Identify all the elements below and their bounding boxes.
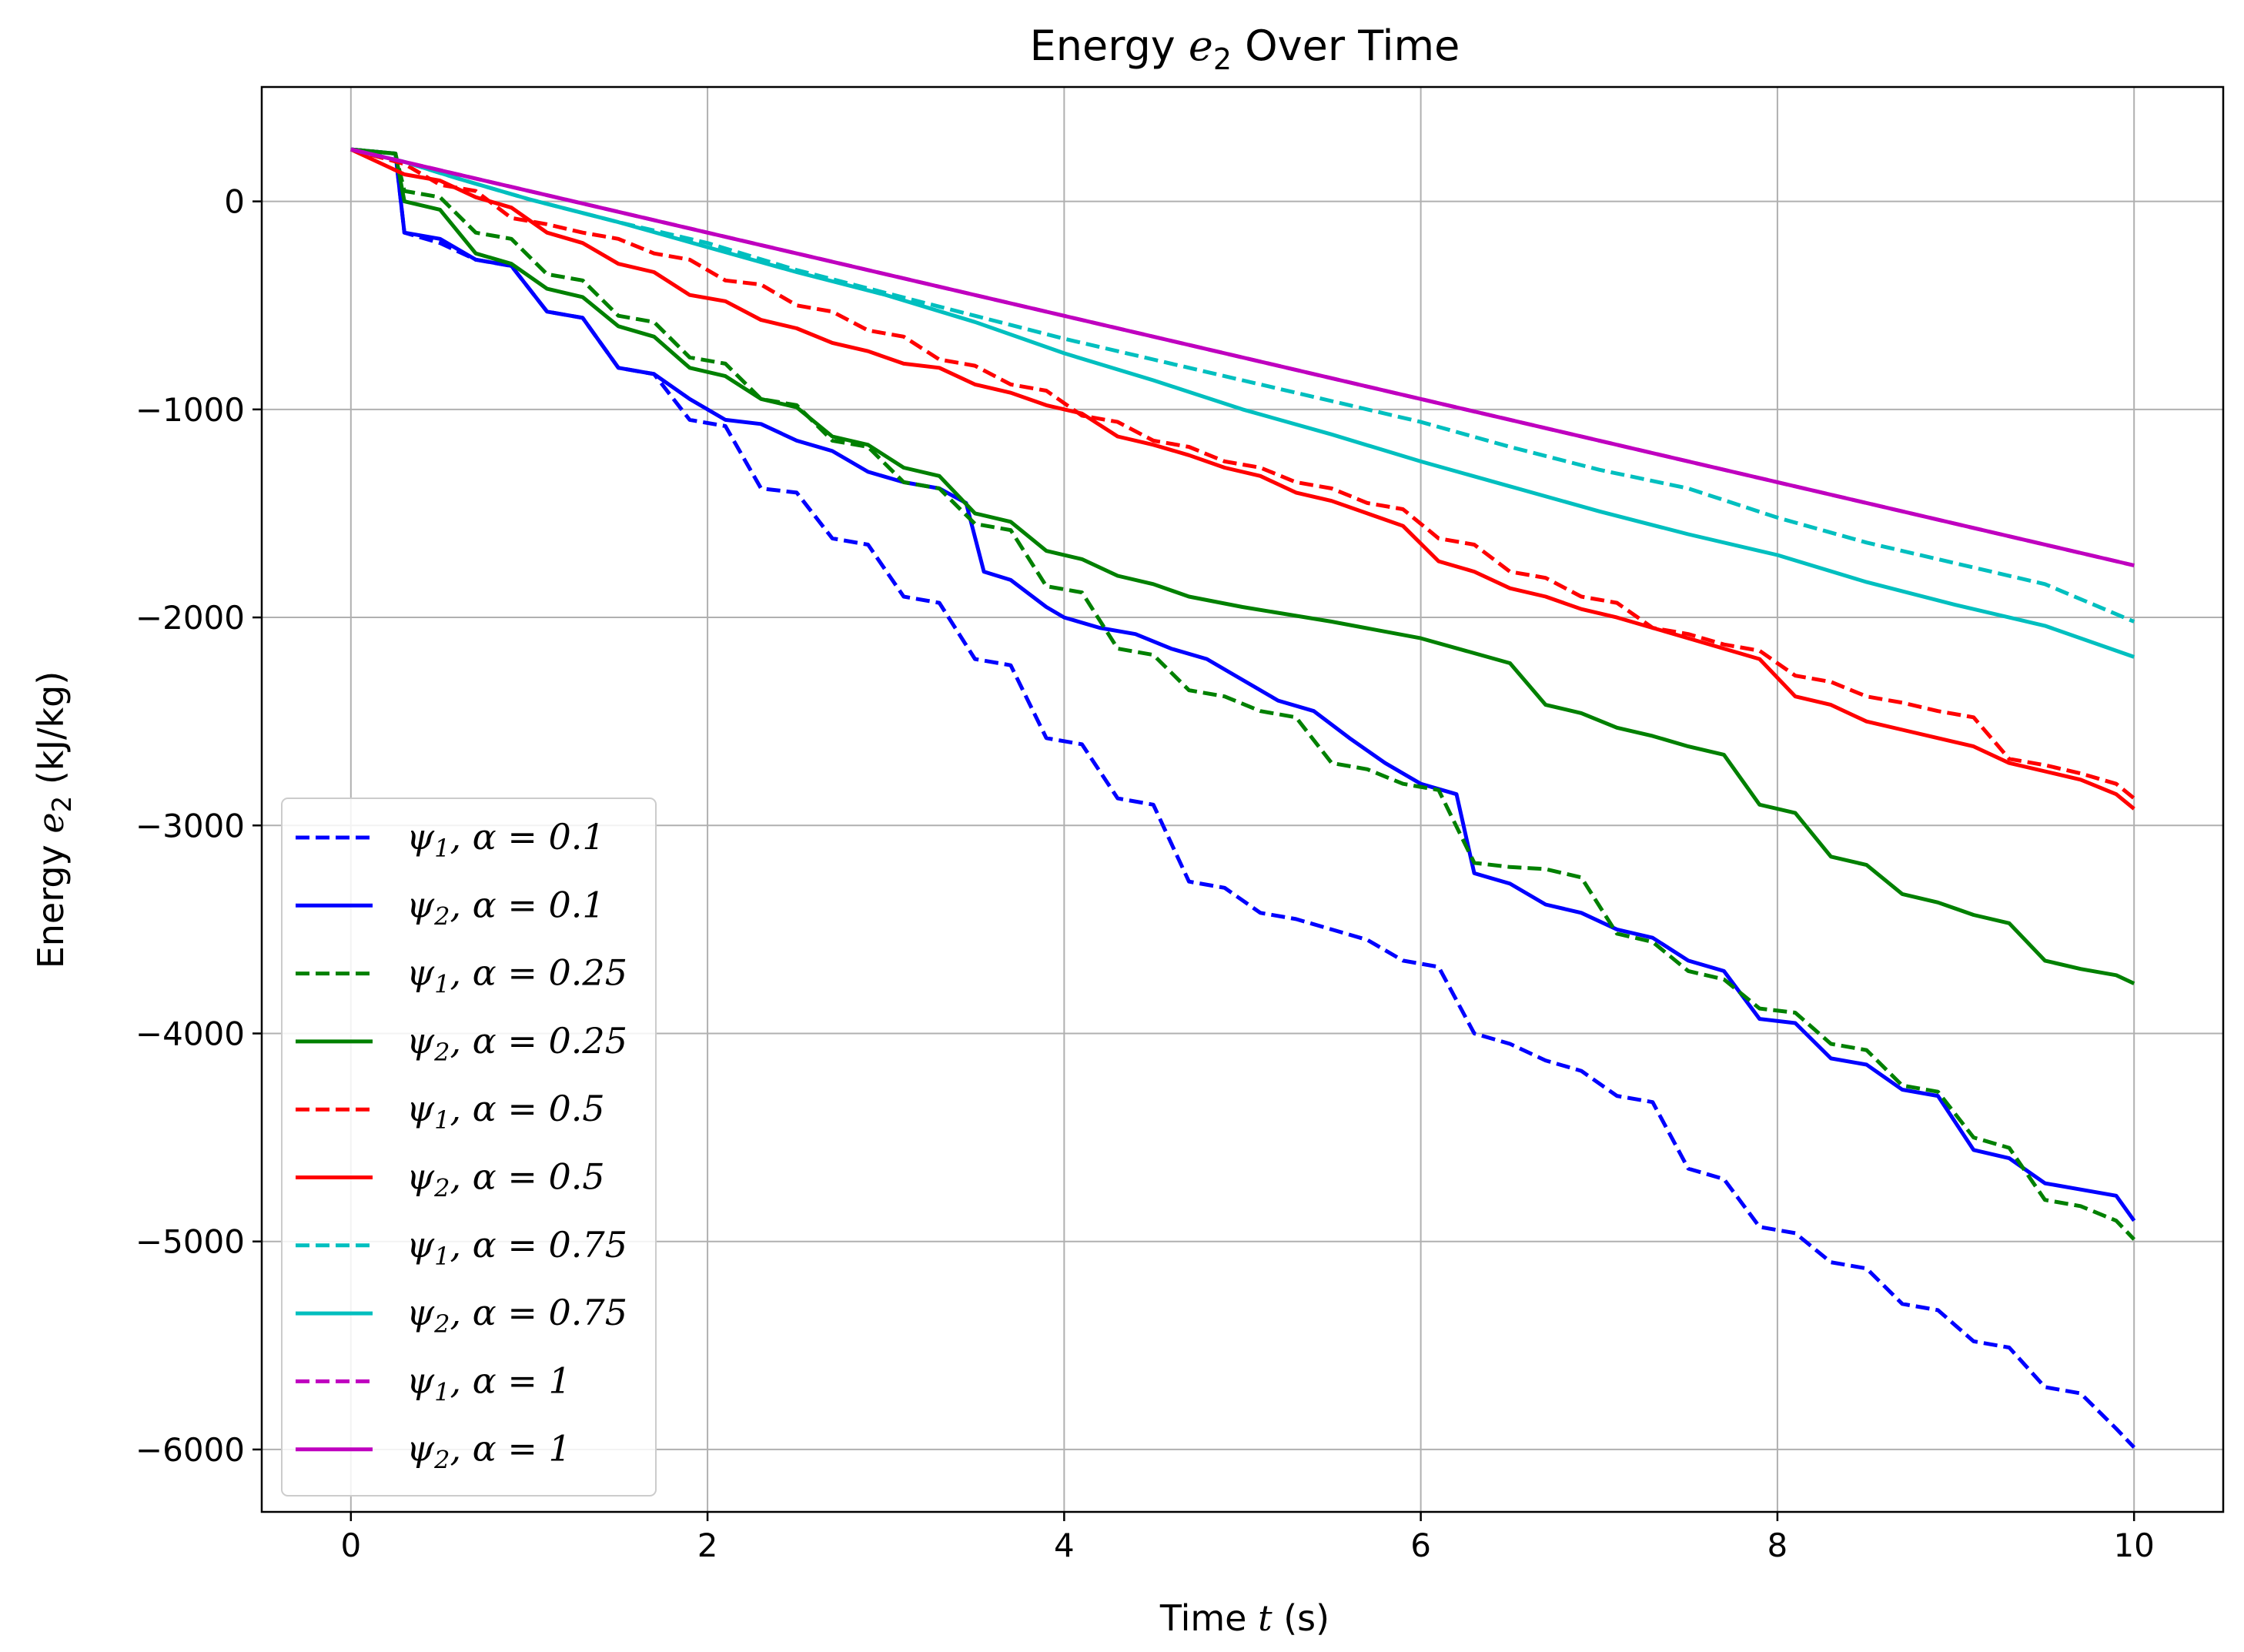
x-axis-label: Time t (s) [1159, 1597, 1329, 1639]
legend-label: ψ1, α = 0.1 [406, 816, 605, 863]
x-tick-label: 0 [340, 1527, 361, 1564]
x-tick-label: 4 [1054, 1527, 1075, 1564]
y-tick-label: −1000 [135, 391, 245, 429]
series-line [350, 147, 2135, 659]
x-tick-label: 8 [1767, 1527, 1788, 1564]
chart-title: Energy e2 Over Time [1030, 22, 1460, 76]
grid [262, 87, 2223, 1512]
legend-label: ψ1, α = 1 [406, 1359, 571, 1406]
legend-box [281, 798, 657, 1496]
y-tick-label: −2000 [135, 599, 245, 637]
legend-label: ψ2, α = 0.75 [406, 1292, 627, 1339]
plot-frame [260, 85, 2225, 1513]
legend-label: ψ1, α = 0.5 [406, 1088, 605, 1135]
x-tick-label: 6 [1410, 1527, 1431, 1564]
y-tick-label: −5000 [135, 1223, 245, 1261]
series-line [350, 147, 2136, 1241]
series-lines [349, 147, 2136, 1449]
series-line [350, 147, 2135, 801]
legend-label: ψ2, α = 0.5 [406, 1156, 605, 1203]
series-line [350, 147, 2135, 985]
y-tick-label: −6000 [135, 1431, 245, 1469]
y-tick-label: −3000 [135, 807, 245, 844]
x-tick-label: 2 [697, 1527, 718, 1564]
legend-label: ψ1, α = 0.25 [406, 952, 627, 999]
legend-label: ψ1, α = 0.75 [406, 1224, 627, 1271]
series-line [349, 147, 2135, 811]
legend-label: ψ2, α = 1 [406, 1428, 571, 1475]
legend-label: ψ2, α = 0.25 [406, 1020, 627, 1067]
y-tick-label: −4000 [135, 1015, 245, 1052]
legend: ψ1, α = 0.1 ψ2, α = 0.1 ψ1, α = 0.25 ψ2, α … [281, 798, 657, 1496]
series-line [350, 147, 2135, 567]
y-tick-label: 0 [224, 183, 245, 221]
y-axis-label: Energy e2 (kJ/kg) [30, 671, 78, 969]
x-tick-label: 10 [2113, 1527, 2154, 1564]
series-line [350, 147, 2136, 1222]
axis-ticks: 0 2 4 6 8 10 0 −1000 −2000 −3000 −4000 −5000 −6000 [135, 183, 2155, 1564]
legend-label: ψ2, α = 0.1 [406, 884, 605, 931]
